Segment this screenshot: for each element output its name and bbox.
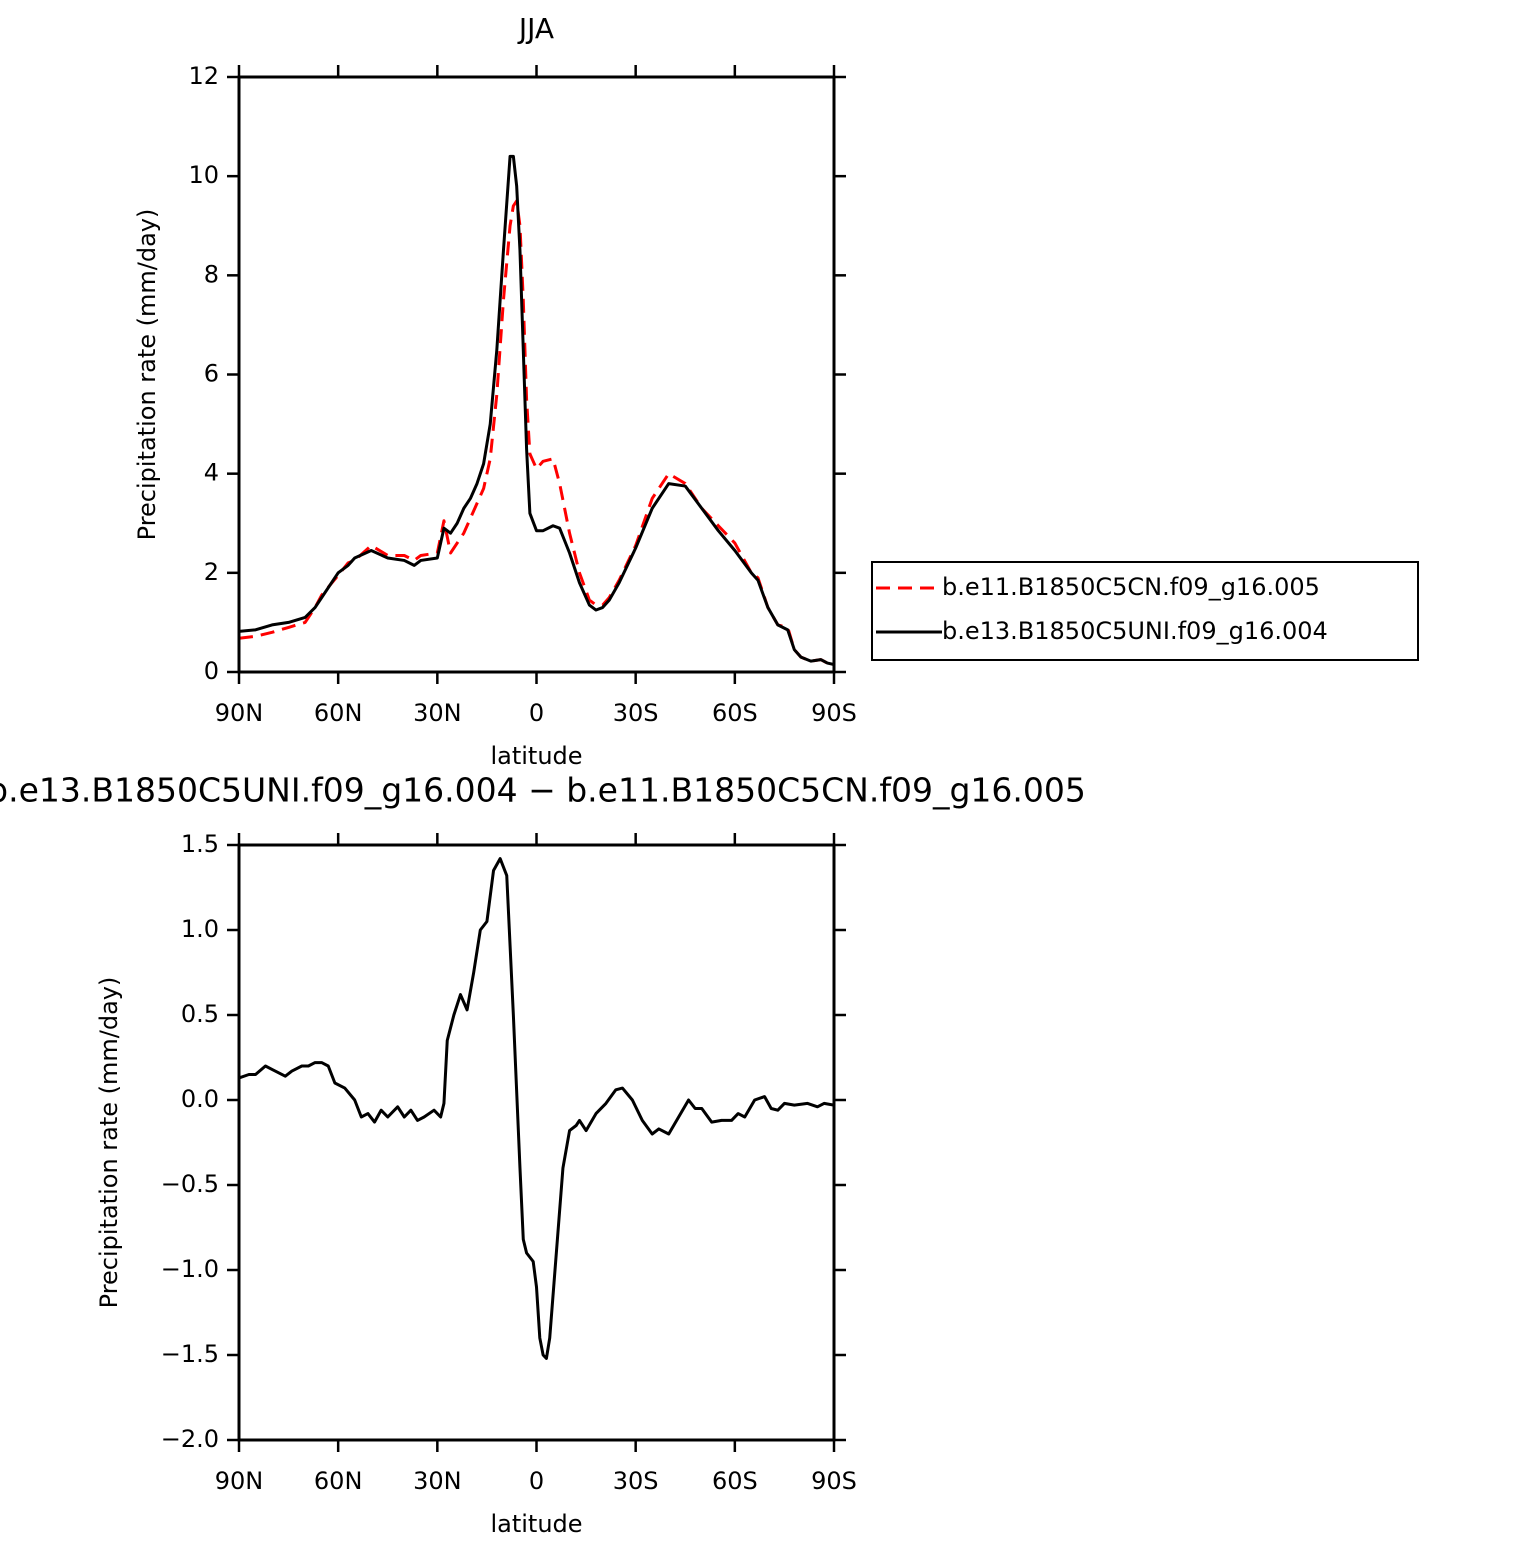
x-tick-label: 0 <box>529 1467 544 1495</box>
y-tick-label: 4 <box>204 459 219 487</box>
x-tick-label: 90S <box>811 699 857 727</box>
x-tick-label: 60S <box>712 1467 758 1495</box>
x-tick-label: 60S <box>712 699 758 727</box>
y-tick-label: −2.0 <box>161 1425 219 1453</box>
x-tick-label: 30S <box>613 699 659 727</box>
x-tick-label: 90S <box>811 1467 857 1495</box>
series-line <box>239 857 834 1360</box>
chart-title: b.e13.B1850C5UNI.f09_g16.004 − b.e11.B18… <box>0 771 1086 810</box>
y-tick-label: −1.5 <box>161 1340 219 1368</box>
x-axis-label: latitude <box>490 742 582 770</box>
plot-frame <box>237 843 836 1442</box>
x-tick-label: 90N <box>215 1467 264 1495</box>
x-tick-label: 90N <box>215 699 264 727</box>
y-tick-label: 0.0 <box>181 1085 219 1113</box>
y-tick-label: 0.5 <box>181 1000 219 1028</box>
series-line <box>239 199 834 667</box>
y-axis-label: Precipitation rate (mm/day) <box>133 209 161 541</box>
chart-title: JJA <box>517 12 554 45</box>
y-tick-label: −1.0 <box>161 1255 219 1283</box>
y-tick-label: 0 <box>204 657 219 685</box>
y-tick-label: 8 <box>204 260 219 288</box>
legend-label: b.e13.B1850C5UNI.f09_g16.004 <box>942 617 1328 645</box>
y-tick-label: 2 <box>204 558 219 586</box>
x-tick-label: 30N <box>413 1467 462 1495</box>
y-tick-label: 10 <box>188 161 219 189</box>
y-tick-label: 12 <box>188 62 219 90</box>
x-tick-label: 0 <box>529 699 544 727</box>
y-tick-label: 1.5 <box>181 830 219 858</box>
legend-box <box>871 561 1419 661</box>
plot-frame <box>237 75 836 674</box>
x-tick-label: 30N <box>413 699 462 727</box>
y-tick-label: 6 <box>204 360 219 388</box>
x-tick-label: 60N <box>314 699 363 727</box>
x-tick-label: 60N <box>314 1467 363 1495</box>
y-tick-label: −0.5 <box>161 1170 219 1198</box>
x-tick-label: 30S <box>613 1467 659 1495</box>
y-tick-label: 1.0 <box>181 915 219 943</box>
y-axis-label: Precipitation rate (mm/day) <box>95 977 123 1309</box>
series-line <box>239 154 834 667</box>
x-axis-label: latitude <box>490 1510 582 1538</box>
legend-label: b.e11.B1850C5CN.f09_g16.005 <box>942 573 1320 601</box>
